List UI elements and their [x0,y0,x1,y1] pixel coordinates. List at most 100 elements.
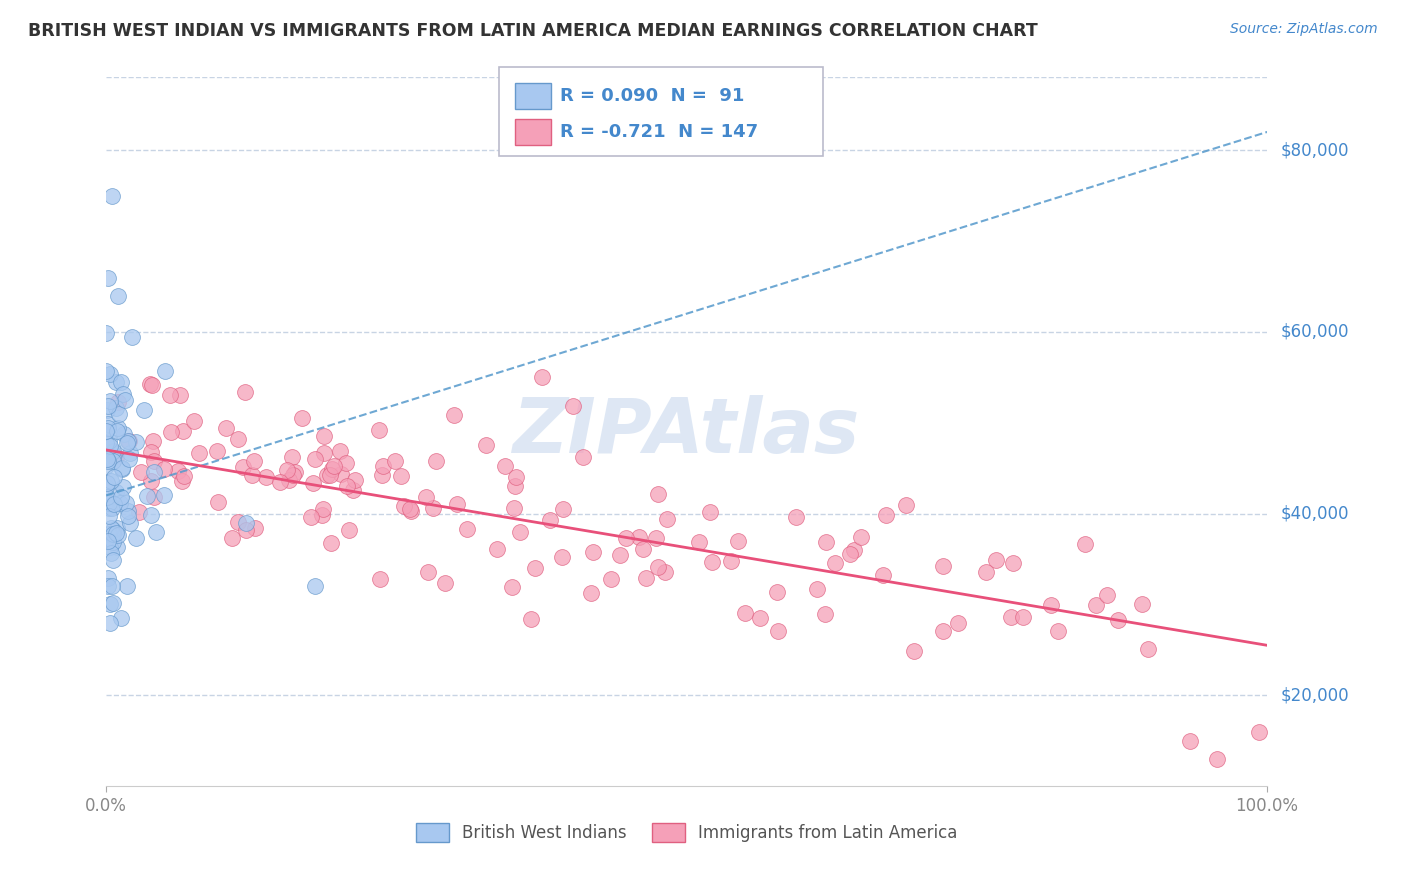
Text: BRITISH WEST INDIAN VS IMMIGRANTS FROM LATIN AMERICA MEDIAN EARNINGS CORRELATION: BRITISH WEST INDIAN VS IMMIGRANTS FROM L… [28,22,1038,40]
Point [243,521,266,535]
Point [96,494,118,508]
Point [235,516,257,530]
Point [699,505,721,519]
Point [1130,597,1153,611]
Point [700,555,723,569]
Point [1011,610,1033,624]
Point [97,533,120,548]
Point [104,450,127,464]
Point [143,490,166,504]
Point [98,500,121,515]
Point [110,611,132,625]
Point [117,434,139,449]
Point [139,474,162,488]
Point [118,446,141,460]
Point [785,510,807,524]
Point [1000,610,1022,624]
Point [115,579,138,593]
Point [100,546,122,560]
Point [97,400,120,414]
Point [1178,733,1201,747]
Point [143,454,166,468]
Point [485,541,508,556]
Point [628,530,651,544]
Point [531,370,554,384]
Point [368,572,391,586]
Point [142,465,165,479]
Point [117,509,139,524]
Point [311,508,333,523]
Text: R = -0.721  N = 147: R = -0.721 N = 147 [560,122,758,141]
Point [903,644,925,658]
Point [97,271,120,285]
Point [291,411,314,425]
Point [103,449,125,463]
Point [107,421,129,435]
Point [98,434,121,448]
Point [103,535,125,549]
Point [443,408,465,422]
Point [97,526,120,541]
Point [141,445,163,459]
Point [986,553,1008,567]
Point [1047,624,1070,638]
Point [330,467,353,482]
Point [1107,613,1129,627]
Point [1136,642,1159,657]
Point [103,497,125,511]
Text: $80,000: $80,000 [1281,141,1350,159]
Point [111,387,134,401]
Point [277,473,299,487]
Point [609,548,631,562]
Point [103,470,125,484]
Point [159,387,181,401]
Point [107,288,129,302]
Point [551,549,574,564]
Point [368,423,391,437]
Point [579,585,602,599]
Point [281,450,304,464]
Point [844,543,866,558]
Point [125,435,148,450]
Point [312,502,335,516]
Point [98,509,121,524]
Text: Source: ZipAtlas.com: Source: ZipAtlas.com [1230,22,1378,37]
Point [422,501,444,516]
Point [96,424,118,438]
Point [101,188,124,202]
Point [524,561,547,575]
Point [321,462,343,476]
Point [108,496,131,510]
Point [97,417,120,431]
Point [129,465,152,479]
Point [97,421,120,435]
Point [1095,589,1118,603]
Point [425,453,447,467]
Point [110,375,132,389]
Point [415,490,437,504]
Point [1247,724,1270,739]
Point [132,403,155,417]
Point [139,376,162,391]
Point [108,407,131,421]
Point [98,439,121,453]
Point [141,377,163,392]
Point [849,530,872,544]
Point [720,554,742,568]
Point [96,364,118,378]
Point [600,572,623,586]
Point [336,479,359,493]
Point [101,523,124,537]
Point [657,512,679,526]
Point [105,424,128,438]
Point [159,425,181,439]
Point [139,508,162,522]
Point [269,475,291,489]
Point [101,500,124,515]
Point [734,606,756,620]
Point [233,385,256,400]
Point [105,401,128,415]
Point [582,545,605,559]
Point [824,556,846,570]
Point [948,616,970,631]
